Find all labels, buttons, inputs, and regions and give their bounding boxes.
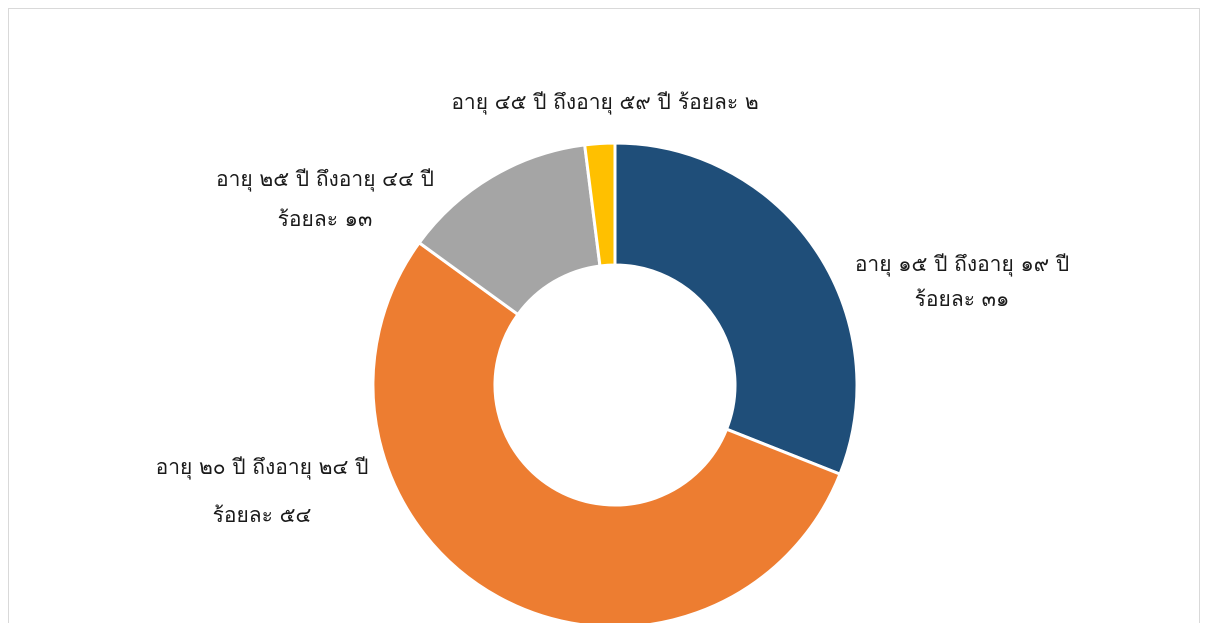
value-label: ร้อยละ ๓๑ <box>915 287 1010 311</box>
category-label: อายุ ๒๐ ปี ถึงอายุ ๒๔ ปี <box>156 455 369 480</box>
donut-slice <box>582 141 617 268</box>
value-label: ร้อยละ ๒ <box>678 90 759 114</box>
category-label: อายุ ๑๕ ปี ถึงอายุ ๑๙ ปี <box>855 252 1069 277</box>
data-label: อายุ ๔๕ ปี ถึงอายุ ๕๙ ปี ร้อยละ ๒ <box>451 90 758 115</box>
donut-slice <box>371 240 842 623</box>
donut-slice <box>613 141 859 477</box>
category-label: อายุ ๔๕ ปี ถึงอายุ ๕๙ ปี <box>451 90 671 115</box>
donut-slice <box>417 143 602 317</box>
value-label: ร้อยละ ๕๔ <box>213 503 312 527</box>
category-label: อายุ ๒๕ ปี ถึงอายุ ๔๔ ปี <box>216 167 434 192</box>
value-label: ร้อยละ ๑๓ <box>278 207 373 231</box>
